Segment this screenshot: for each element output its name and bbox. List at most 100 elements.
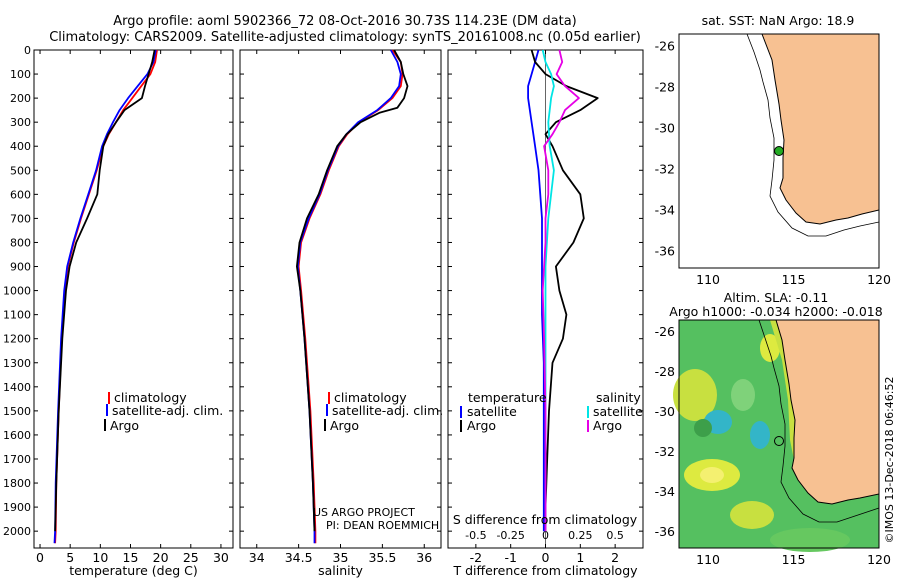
salinity-profile-panel: 34 34.5 35 35.5 36 salinity: [239, 49, 442, 578]
legend-satellite-sal: satellite-adj. clim.: [332, 403, 443, 418]
difference-profile-xlabel: T difference from climatology: [452, 563, 638, 578]
title-line-2: Climatology: CARS2009. Satellite-adjuste…: [49, 30, 641, 45]
legend-temperature-heading: temperature: [468, 390, 547, 405]
y-tick-label: 2000: [3, 525, 31, 538]
y-tick-label: 1100: [3, 309, 31, 322]
lon-tick-label: 115: [782, 552, 806, 567]
map-bottom-land: [775, 319, 880, 505]
temperature-profile-panel: 0 100 200 300 400 500 600 700 800 900 1000 1100 1200…: [3, 44, 234, 578]
y-tick-label: 1400: [3, 381, 31, 394]
legend-salinity-heading: salinity: [596, 390, 641, 405]
x-top-tick-label: -0.25: [496, 529, 524, 542]
y-tick-label: 600: [10, 188, 31, 201]
difference-profile-panel: -2 -1 0 1 2-0.5 -0.25 0 0.25 0.5T difference fro…: [447, 49, 644, 578]
y-tick-label: 200: [10, 92, 31, 105]
x-top-tick-label: 0.25: [568, 529, 593, 542]
lat-tick-label: -34: [655, 484, 675, 499]
x-tick-label: -2: [470, 550, 482, 565]
x-tick-label: 2: [611, 550, 619, 565]
y-tick-label: 1600: [3, 429, 31, 442]
legend-climatology-sal: climatology: [334, 390, 407, 405]
y-tick-label: 1900: [3, 501, 31, 514]
x-tick-label: 1: [576, 550, 584, 565]
y-tick-label: 500: [10, 164, 31, 177]
project-line-1: US ARGO PROJECT: [313, 506, 415, 519]
series-line-argo: [295, 49, 409, 532]
series-line-argo: [54, 49, 156, 532]
lon-tick-label: 110: [696, 552, 720, 567]
x-top-tick-label: -0.5: [465, 529, 486, 542]
s-difference-label: S difference from climatology: [453, 512, 638, 527]
temperature-legend: climatology satellite-adj. clim. Argo: [104, 390, 223, 433]
lon-tick-label: 110: [696, 272, 720, 287]
x-tick-label: 35.5: [368, 550, 396, 565]
map-top-profile-marker: [774, 146, 784, 156]
lat-tick-label: -28: [655, 79, 675, 94]
x-tick-label: 0: [542, 550, 550, 565]
y-tick-label: 300: [10, 116, 31, 129]
legend-t-argo: Argo: [467, 418, 496, 433]
map-bottom-profile-marker: [774, 436, 784, 446]
y-tick-label: 400: [10, 140, 31, 153]
legend-climatology: climatology: [114, 390, 187, 405]
x-tick-label: -1: [504, 550, 516, 565]
x-tick-label: 15: [123, 550, 139, 565]
y-tick-label: 800: [10, 236, 31, 249]
difference-legend: temperature satellite Argo salinity sate…: [460, 390, 643, 433]
y-tick-label: 1200: [3, 333, 31, 346]
map-top: [678, 33, 880, 269]
y-tick-label: 1300: [3, 357, 31, 370]
lat-tick-label: -26: [655, 38, 675, 53]
series-line-s-satellite: [541, 49, 555, 532]
y-tick-label: 100: [10, 68, 31, 81]
salinity-legend: climatology satellite-adj. clim. Argo: [324, 390, 443, 433]
y-tick-label: 700: [10, 212, 31, 225]
map-bottom-title-1: Altim. SLA: -0.11: [724, 290, 829, 305]
map-bottom: [673, 319, 880, 552]
temperature-profile-xlabel: temperature (deg C): [69, 563, 198, 578]
lat-tick-label: -30: [655, 404, 675, 419]
x-tick-label: 5: [66, 550, 74, 565]
map-top-title: sat. SST: NaN Argo: 18.9: [702, 13, 855, 28]
title-line-1: Argo profile: aoml 5902366_72 08-Oct-201…: [113, 14, 577, 29]
x-tick-label: 10: [92, 550, 108, 565]
lat-tick-label: -32: [655, 444, 675, 459]
footer-credit: ©IMOS 13-Dec-2018 06:46:52: [883, 377, 896, 544]
x-tick-label: 34: [249, 550, 265, 565]
y-tick-label: 1500: [3, 405, 31, 418]
y-tick-label: 900: [10, 261, 31, 274]
y-tick-label: 1800: [3, 477, 31, 490]
lat-tick-label: -26: [655, 324, 675, 339]
lat-tick-label: -36: [655, 524, 675, 539]
legend-argo-sal: Argo: [330, 418, 359, 433]
x-tick-label: 25: [183, 550, 199, 565]
map-top-shelf-contour: [746, 33, 880, 237]
legend-satellite: satellite-adj. clim.: [112, 403, 223, 418]
lat-tick-label: -36: [655, 244, 675, 259]
lon-tick-label: 115: [782, 272, 806, 287]
lon-tick-label: 120: [867, 552, 891, 567]
legend-s-satellite: satellite: [593, 404, 643, 419]
map-bottom-shelf-contour: [758, 319, 880, 523]
x-top-tick-label: 0.5: [606, 529, 624, 542]
legend-argo: Argo: [110, 418, 139, 433]
series-line-s-argo: [541, 49, 580, 532]
x-tick-label: 30: [213, 550, 229, 565]
lat-tick-label: -32: [655, 161, 675, 176]
x-tick-label: 20: [153, 550, 169, 565]
x-tick-label: 34.5: [285, 550, 313, 565]
y-tick-label: 1700: [3, 453, 31, 466]
temperature-profile-frame: [33, 49, 234, 549]
y-tick-label: 1000: [3, 285, 31, 298]
map-top-land: [761, 33, 880, 225]
legend-t-satellite: satellite: [467, 404, 517, 419]
x-tick-label: 0: [36, 550, 44, 565]
lat-tick-label: -28: [655, 364, 675, 379]
project-line-2: PI: DEAN ROEMMICH: [326, 519, 439, 532]
lat-tick-label: -34: [655, 203, 675, 218]
salinity-profile-xlabel: salinity: [318, 563, 363, 578]
lat-tick-label: -30: [655, 120, 675, 135]
legend-s-argo: Argo: [593, 418, 622, 433]
salinity-profile-frame: [239, 49, 442, 549]
